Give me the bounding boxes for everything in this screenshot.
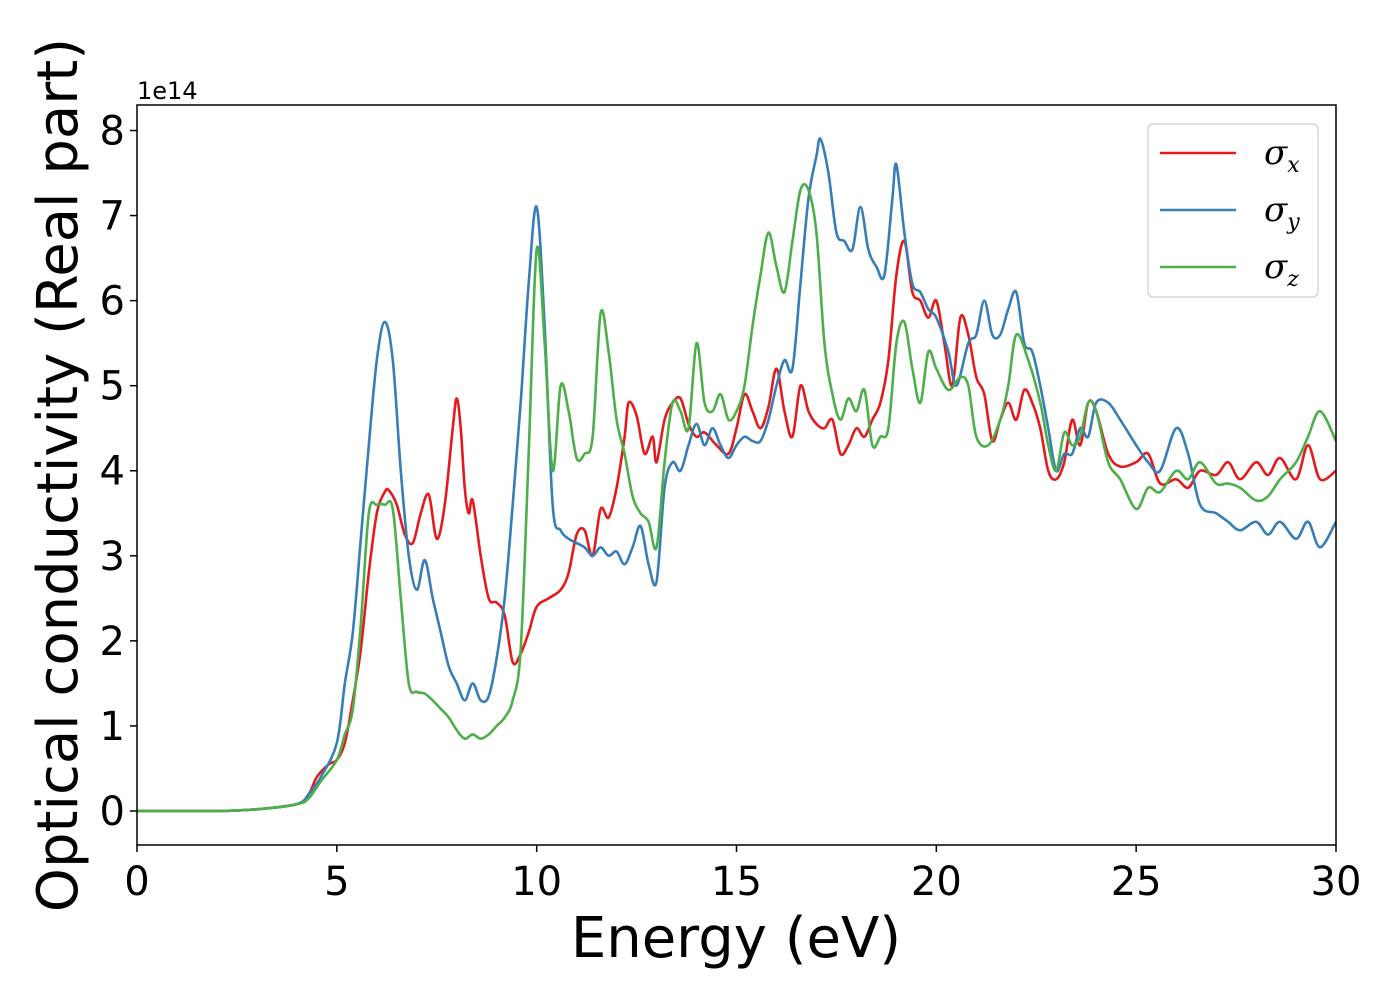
y-axis-label: Optical conductivity (Real part) <box>26 38 91 912</box>
x-tick-label: 10 <box>511 859 562 905</box>
y-tick-label: 3 <box>100 534 125 580</box>
series-line-σy <box>137 137 1336 813</box>
y-tick-label: 2 <box>100 619 125 665</box>
x-tick-label: 25 <box>1111 859 1162 905</box>
x-axis-ticks: 0 5 10 15 20 25 30 <box>124 845 1361 905</box>
y-tick-label: 8 <box>100 109 125 155</box>
y-tick-label: 7 <box>100 194 125 240</box>
y-axis-ticks: 0 1 2 3 4 5 6 7 8 <box>100 109 137 835</box>
y-offset-label: 1e14 <box>137 77 198 105</box>
series-line-σz <box>137 182 1336 813</box>
x-axis-label: Energy (eV) <box>571 906 901 971</box>
y-tick-label: 6 <box>100 279 125 325</box>
y-tick-label: 4 <box>100 449 125 495</box>
x-tick-label: 0 <box>124 859 149 905</box>
x-tick-label: 30 <box>1311 859 1362 905</box>
y-tick-label: 5 <box>100 364 125 410</box>
x-tick-label: 15 <box>711 859 762 905</box>
series-layer <box>137 137 1336 813</box>
y-tick-label: 0 <box>100 789 125 835</box>
x-tick-label: 20 <box>911 859 962 905</box>
x-tick-label: 5 <box>324 859 349 905</box>
y-tick-label: 1 <box>100 704 125 750</box>
legend-label-x: σx <box>1264 133 1300 178</box>
